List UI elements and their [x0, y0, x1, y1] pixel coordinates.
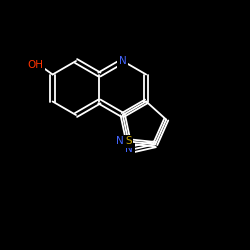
Text: N: N: [125, 144, 133, 154]
Text: NH: NH: [116, 136, 131, 146]
Text: OH: OH: [28, 60, 44, 70]
Text: S: S: [125, 136, 132, 146]
Text: N: N: [119, 56, 127, 66]
